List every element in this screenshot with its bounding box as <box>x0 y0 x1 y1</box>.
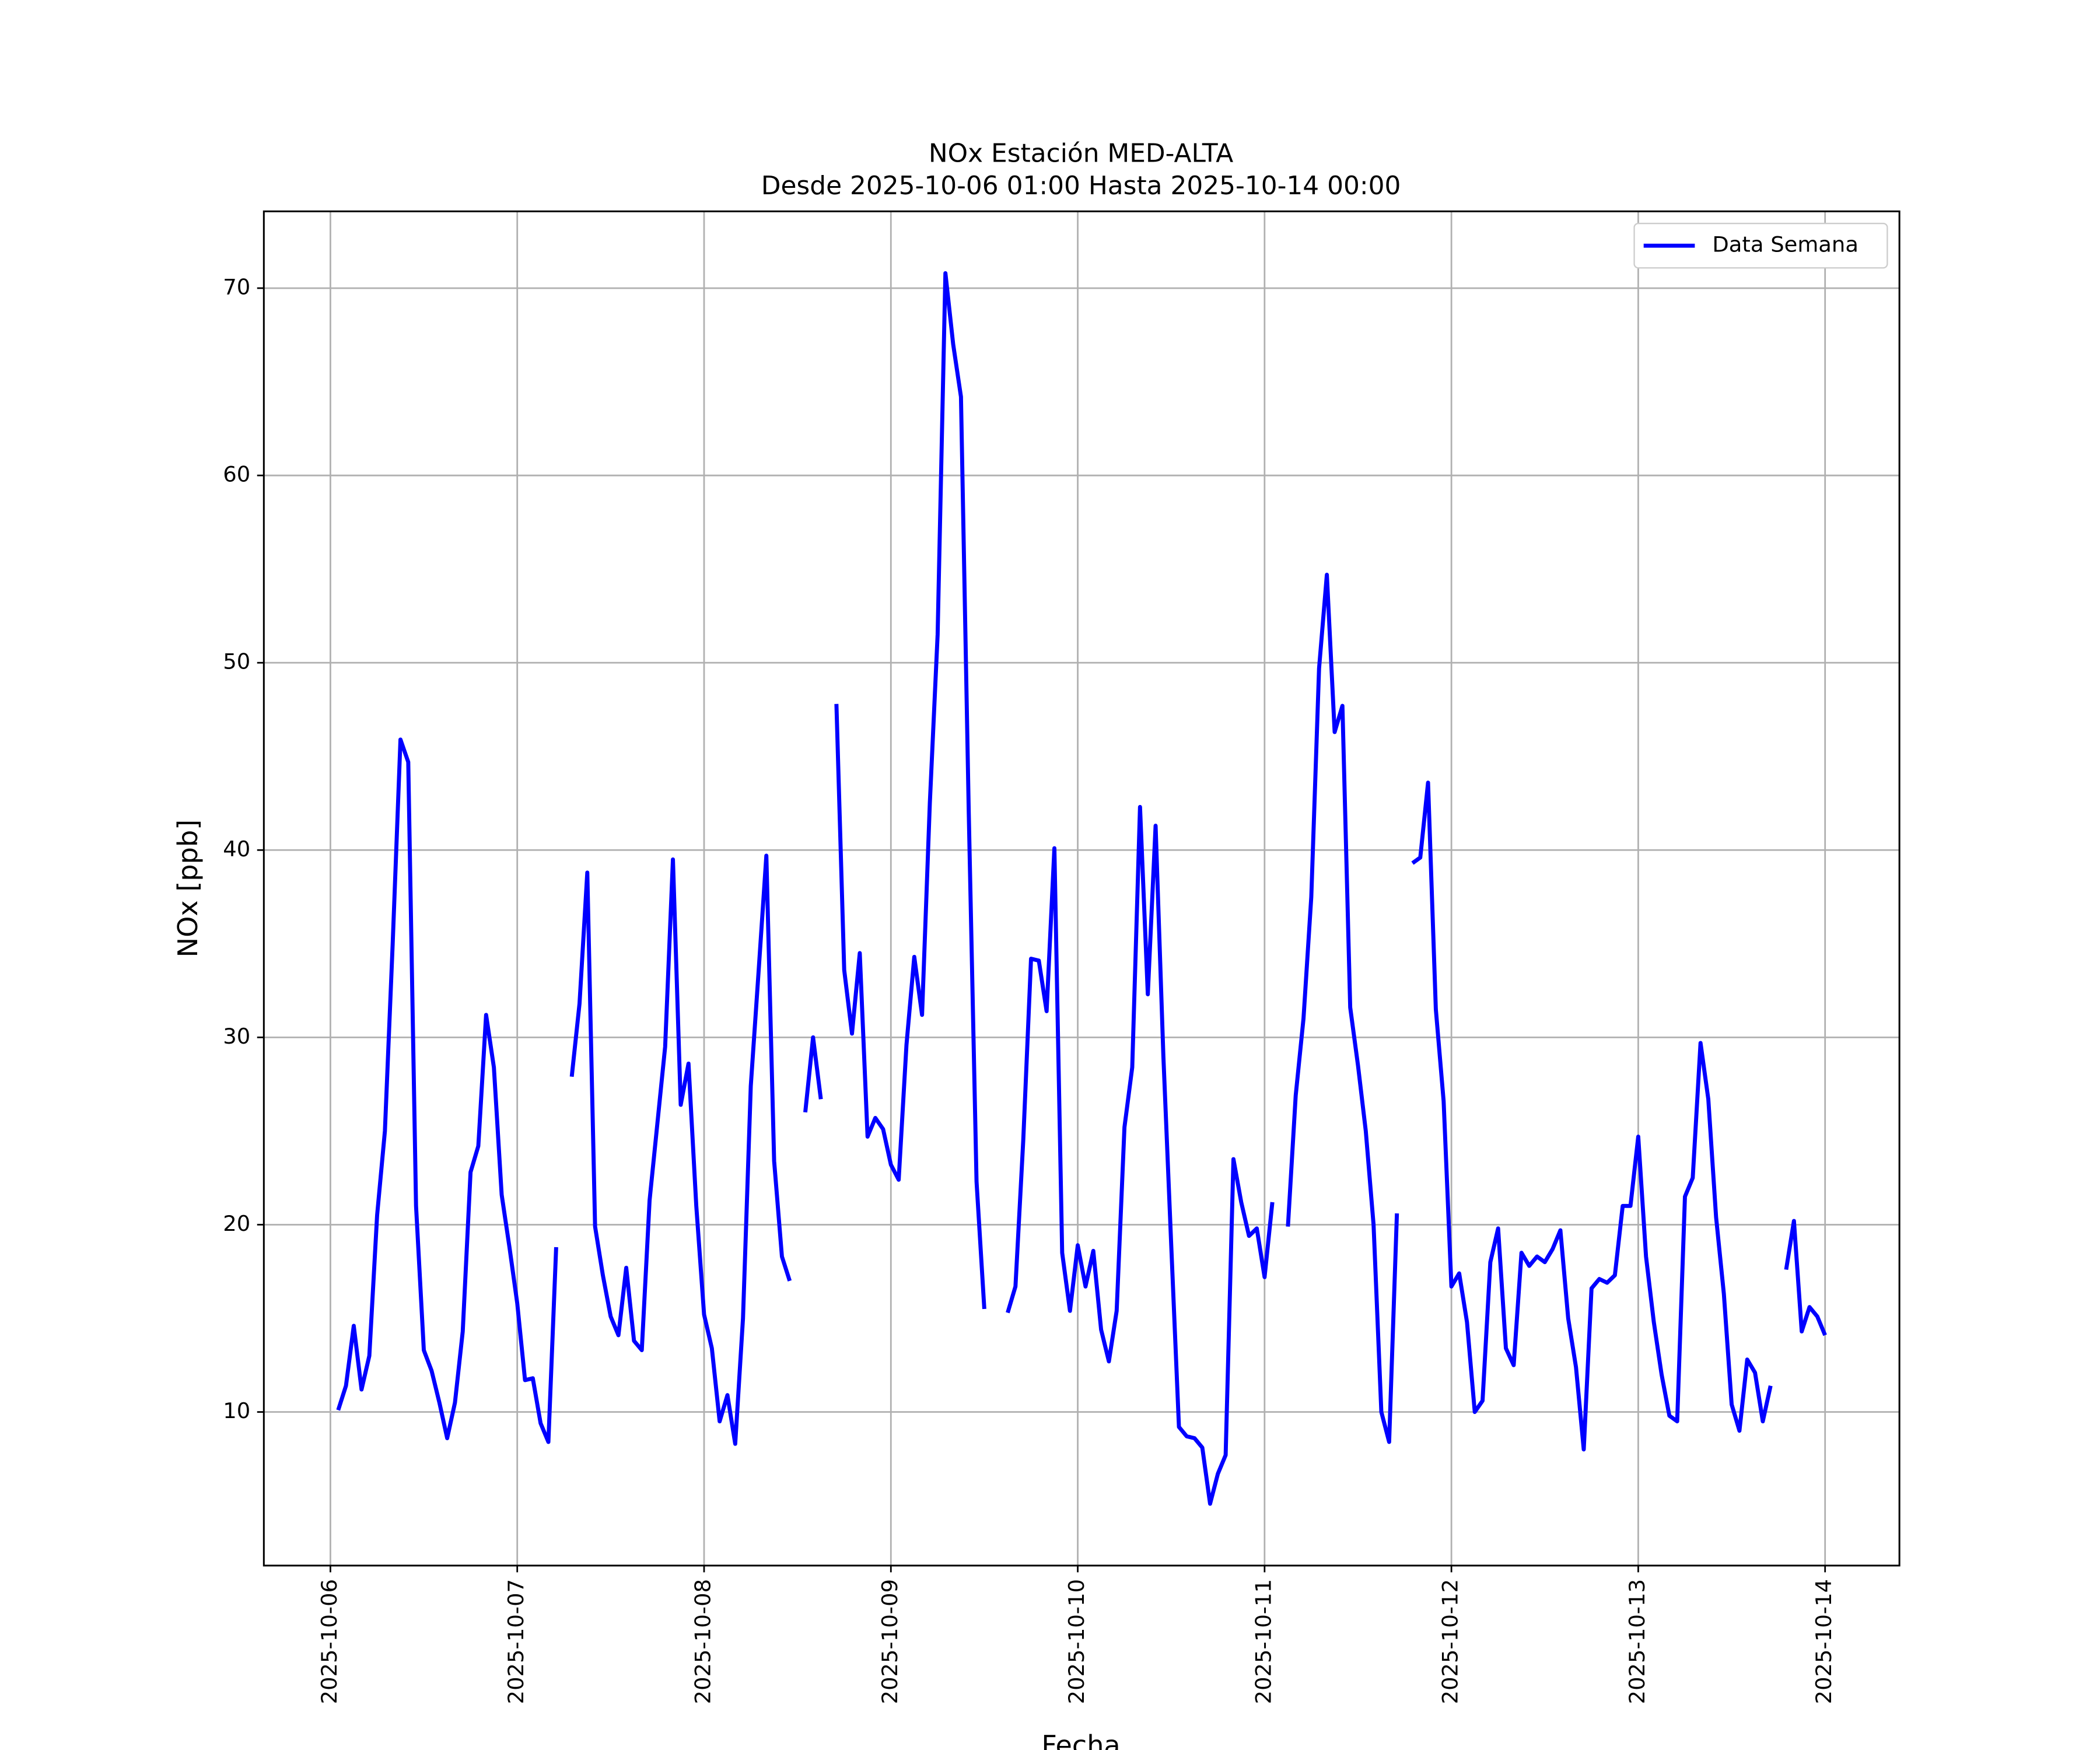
x-tick-label: 2025-10-14 <box>1811 1579 1836 1704</box>
legend-box <box>1633 222 1888 269</box>
y-tick-label: 60 <box>223 462 250 487</box>
y-tick-label: 40 <box>223 836 250 862</box>
x-tick-label: 2025-10-10 <box>1064 1579 1089 1704</box>
x-tick-label: 2025-10-13 <box>1625 1579 1650 1704</box>
plot-frame <box>262 210 1901 1567</box>
legend-label: Data Semana <box>1712 232 1859 257</box>
y-tick-label: 70 <box>223 274 250 299</box>
y-tick-label: 30 <box>223 1024 250 1049</box>
data-line <box>336 271 1827 1506</box>
x-tick-label: 2025-10-08 <box>690 1579 715 1704</box>
x-tick-label: 2025-10-12 <box>1438 1579 1463 1704</box>
y-tick-label: 20 <box>223 1211 250 1236</box>
y-tick-label: 50 <box>223 649 250 674</box>
y-tick-label: 10 <box>223 1398 250 1423</box>
y-axis-label: NOx [ppb] <box>172 820 204 958</box>
chart-subtitle: Desde 2025-10-06 01:00 Hasta 2025-10-14 … <box>761 171 1401 201</box>
x-tick-label: 2025-10-09 <box>877 1579 902 1704</box>
chart-title: NOx Estación MED-ALTA <box>929 138 1233 168</box>
x-tick-label: 2025-10-07 <box>503 1579 528 1704</box>
x-axis-label: Fecha <box>1041 1730 1120 1750</box>
x-tick-label: 2025-10-06 <box>317 1579 342 1704</box>
x-tick-label: 2025-10-11 <box>1251 1579 1276 1704</box>
